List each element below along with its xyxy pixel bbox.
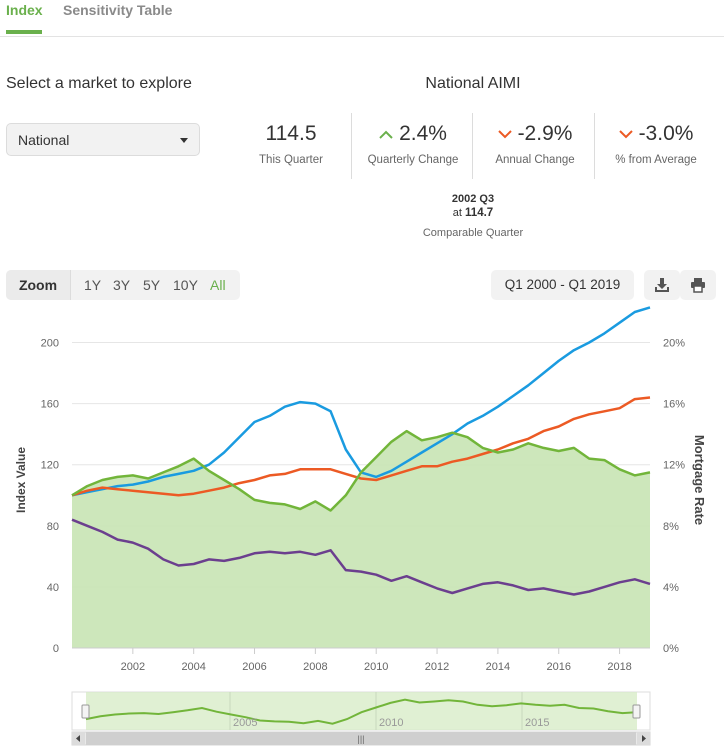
navigator: 2005 2010 2015 |||	[71, 691, 651, 746]
metric-label: Quarterly Change	[367, 154, 459, 166]
arrow-down-icon	[618, 130, 633, 139]
arrow-down-icon	[497, 130, 512, 139]
y-tick-label: 80	[47, 521, 59, 533]
scrollbar-thumb[interactable]	[86, 732, 636, 745]
zoom-10y-button[interactable]: 10Y	[173, 277, 198, 293]
x-tick-label: 2018	[607, 661, 631, 672]
x-tick-label: 2004	[181, 661, 205, 672]
y-tick-label: 200	[41, 338, 59, 350]
download-button[interactable]	[644, 270, 680, 300]
divider	[594, 113, 595, 179]
tab-sensitivity-table[interactable]: Sensitivity Table	[63, 2, 173, 18]
y-tick-label: 160	[41, 399, 59, 411]
comparable-at-prefix: at	[452, 207, 462, 219]
y2-tick-label: 8%	[663, 521, 679, 533]
y2-tick-label: 4%	[663, 582, 679, 594]
zoom-bar: Zoom 1Y 3Y 5Y 10Y All	[6, 270, 240, 300]
y2-tick-label: 0%	[663, 643, 679, 655]
x-tick-label: 2006	[242, 661, 266, 672]
tab-index[interactable]: Index	[6, 2, 43, 18]
market-dropdown[interactable]: National	[6, 123, 200, 156]
zoom-all-button[interactable]: All	[210, 277, 226, 293]
y2-axis-label: Mortgage Rate	[692, 435, 707, 525]
x-tick-label: 2012	[425, 661, 449, 672]
y-tick-label: 0	[53, 643, 59, 655]
metric-value: 2.4%	[399, 122, 447, 145]
y2-tick-label: 16%	[663, 399, 685, 411]
date-range-display[interactable]: Q1 2000 - Q1 2019	[491, 270, 634, 300]
zoom-3y-button[interactable]: 3Y	[113, 277, 131, 293]
metric-value: -2.9%	[517, 122, 573, 145]
x-tick-label: 2014	[486, 661, 510, 672]
series-area-green	[72, 431, 650, 648]
comparable-value: 114.7	[465, 207, 494, 219]
printer-icon	[691, 278, 705, 293]
print-button[interactable]	[680, 270, 716, 300]
navigator-label: 2015	[525, 717, 549, 729]
divider	[351, 113, 352, 179]
metric-label: % from Average	[615, 154, 697, 166]
metric-annual-change: -2.9% Annual Change	[475, 122, 595, 166]
y-tick-label: 40	[47, 582, 59, 594]
active-tab-indicator	[6, 30, 42, 34]
metric-value: 114.5	[265, 122, 317, 145]
divider	[472, 113, 473, 179]
metric-label: Annual Change	[495, 154, 575, 166]
y2-tick-label: 12%	[663, 460, 685, 472]
scrollbar-grip: |||	[357, 734, 364, 744]
metric-label: This Quarter	[259, 154, 323, 166]
series-line-green	[71, 429, 651, 512]
aimi-title: National AIMI	[425, 75, 521, 92]
navigator-selection[interactable]	[86, 692, 637, 730]
index-chart: 0 40 80 120 160 200 0% 4% 8% 12% 16% 20% 2002 2004 200…	[14, 306, 707, 672]
navigator-series-line	[85, 698, 638, 725]
y-tick-label: 120	[41, 460, 59, 472]
metric-from-average: -3.0% % from Average	[596, 122, 716, 166]
metric-value: -3.0%	[638, 122, 694, 145]
comparable-quarter-period: 2002 Q3	[451, 193, 495, 205]
market-select-title: Select a market to explore	[6, 75, 192, 92]
navigator-label: 2010	[379, 717, 403, 729]
metric-this-quarter: 114.5 This Quarter	[231, 122, 351, 166]
navigator-handle-left[interactable]	[81, 704, 90, 719]
download-icon	[655, 278, 669, 292]
zoom-1y-button[interactable]: 1Y	[84, 277, 102, 293]
navigator-label: 2005	[233, 717, 257, 729]
y-axis-label: Index Value	[14, 447, 28, 513]
metric-quarterly-change: 2.4% Quarterly Change	[353, 122, 473, 166]
x-tick-label: 2008	[303, 661, 327, 672]
navigator-handle-right[interactable]	[632, 704, 641, 719]
x-tick-label: 2002	[121, 661, 145, 672]
tab-bar: Index Sensitivity Table	[0, 0, 724, 37]
x-tick-label: 2016	[546, 661, 570, 672]
zoom-label: Zoom	[6, 270, 71, 300]
x-tick-label: 2010	[364, 661, 388, 672]
zoom-5y-button[interactable]: 5Y	[143, 277, 161, 293]
series-line-purple	[71, 518, 651, 596]
scroll-left-arrow-icon	[76, 735, 80, 742]
series-line-orange	[71, 396, 651, 497]
scroll-right-arrow-icon	[642, 735, 646, 742]
comparable-label: Comparable Quarter	[422, 227, 524, 239]
y2-tick-label: 20%	[663, 338, 685, 350]
comparable-quarter: 2002 Q3 at 114.7 Comparable Quarter	[408, 193, 538, 239]
chevron-down-icon	[180, 138, 188, 143]
arrow-up-icon	[379, 130, 393, 139]
market-dropdown-value: National	[18, 132, 70, 148]
